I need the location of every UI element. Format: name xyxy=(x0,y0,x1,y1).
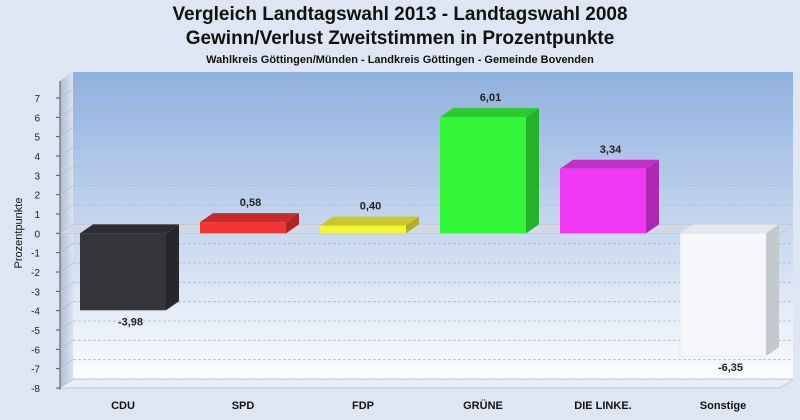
y-axis-ticks: 7 6 5 4 3 2 1 0 -1 -2 -3 -4 -5 -6 -7 -8 xyxy=(31,94,60,395)
bar-spd xyxy=(200,213,299,234)
bar-side xyxy=(286,213,299,234)
bar-fdp xyxy=(320,216,419,234)
value-labels: -3,98 0,58 0,40 6,01 3,34 -6,35 xyxy=(118,92,743,374)
bar-top xyxy=(80,224,179,234)
bar-side xyxy=(526,108,539,234)
gridline-side xyxy=(59,243,74,253)
chart-subtitle: Gewinn/Verlust Zweitstimmen in Prozentpu… xyxy=(185,28,615,49)
value-label: -6,35 xyxy=(718,362,743,374)
bar-die-linke xyxy=(560,159,659,234)
gridline-side xyxy=(59,301,74,311)
value-label: 6,01 xyxy=(480,92,501,104)
bar-top xyxy=(200,213,299,223)
bar-side xyxy=(766,224,779,357)
value-label: -3,98 xyxy=(118,316,143,328)
category-label: FDP xyxy=(352,400,374,412)
y-tick-label: 6 xyxy=(34,113,40,124)
bar-cdu xyxy=(80,224,179,311)
y-tick-label: -5 xyxy=(31,326,40,337)
category-label: DIE LINKE. xyxy=(574,400,631,412)
value-label: 0,40 xyxy=(360,201,381,213)
category-labels: CDU SPD FDP GRÜNE DIE LINKE. Sonstige xyxy=(111,399,746,412)
y-tick-label: 4 xyxy=(34,152,40,163)
y-axis-label: Prozentpunkte xyxy=(13,198,25,269)
value-label: 0,58 xyxy=(240,197,261,209)
category-label: Sonstige xyxy=(700,400,746,412)
bar-gr-ne xyxy=(440,108,539,234)
category-label: GRÜNE xyxy=(463,399,503,412)
y-tick-label: -4 xyxy=(31,307,40,318)
bar-front xyxy=(679,233,767,357)
chart-title: Vergleich Landtagswahl 2013 - Landtagswa… xyxy=(172,4,628,25)
y-tick-label: 7 xyxy=(34,94,40,105)
bar-side xyxy=(646,159,659,234)
bar-sonstige xyxy=(679,224,779,357)
y-tick-label: 2 xyxy=(34,191,40,202)
gridline-side xyxy=(59,146,74,157)
bar-top xyxy=(440,108,539,118)
bar-top xyxy=(680,224,779,234)
gridline-side xyxy=(59,204,74,215)
y-tick-label: -1 xyxy=(31,249,40,260)
y-tick-label: -6 xyxy=(31,345,40,356)
y-tick-label: 3 xyxy=(34,171,40,182)
bar-front xyxy=(200,222,286,234)
chart-region-subtitle: Wahlkreis Göttingen/Münden - Landkreis G… xyxy=(206,54,594,66)
gridline-side xyxy=(59,320,74,331)
bar-top xyxy=(560,159,659,169)
y-tick-label: -8 xyxy=(31,384,40,395)
gridline-side xyxy=(59,282,74,292)
y-tick-label: -3 xyxy=(31,287,40,298)
bar-front xyxy=(80,233,166,311)
plot-floor xyxy=(59,378,794,389)
gridline-side xyxy=(59,166,74,176)
gridline-side xyxy=(59,262,74,273)
category-label: SPD xyxy=(232,400,255,412)
y-tick-label: 5 xyxy=(34,133,40,144)
y-tick-label: 1 xyxy=(34,210,40,221)
gridline-side xyxy=(59,88,74,99)
bar-front xyxy=(320,225,406,234)
y-tick-label: 0 xyxy=(34,229,40,240)
category-label: CDU xyxy=(111,400,135,412)
gridline-side xyxy=(59,340,74,350)
gridline-side xyxy=(59,378,74,389)
y-tick-label: -2 xyxy=(31,268,40,279)
value-label: 3,34 xyxy=(600,144,622,156)
gridline-side xyxy=(59,127,74,137)
bar-front xyxy=(440,117,526,234)
bar-side xyxy=(406,216,419,234)
gridline-side xyxy=(59,185,74,195)
gridline-side xyxy=(59,108,74,118)
bar-side xyxy=(166,224,179,311)
bar-top xyxy=(320,216,419,226)
gridline-side xyxy=(59,359,74,369)
bars xyxy=(80,108,779,357)
bar-front xyxy=(560,168,646,234)
y-tick-label: -7 xyxy=(31,365,40,376)
